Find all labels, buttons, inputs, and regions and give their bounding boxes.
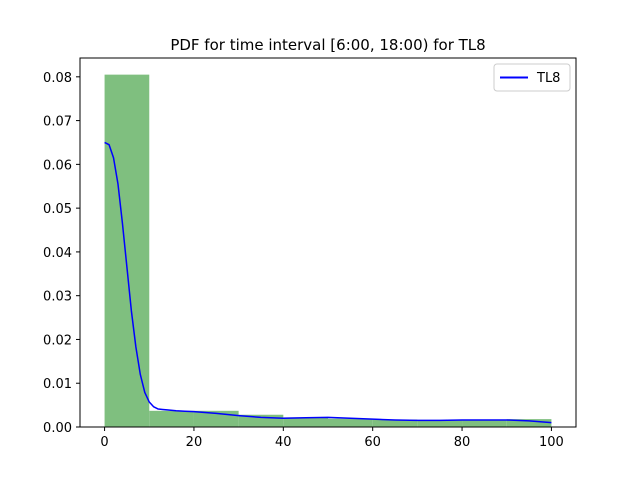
x-tick-label: 60 — [364, 435, 381, 450]
kde-curve-layer — [104, 141, 552, 424]
y-tick-label: 0.02 — [43, 333, 72, 348]
x-tick-label: 40 — [275, 435, 292, 450]
y-tick-label: 0.03 — [43, 290, 72, 305]
y-tick-label: 0.08 — [43, 71, 72, 86]
histogram-bars — [104, 74, 552, 427]
chart-title: PDF for time interval [6:00, 18:00) for … — [170, 36, 485, 54]
legend-box — [493, 63, 571, 92]
legend-label-tl8: TL8 — [536, 71, 560, 86]
y-tick-label: 0.00 — [43, 421, 72, 436]
kde-line-tl8 — [104, 141, 552, 424]
histogram-bar — [506, 419, 552, 427]
histogram-bar — [417, 420, 463, 427]
histogram-bar — [328, 418, 373, 427]
y-tick-label: 0.04 — [43, 246, 72, 261]
x-tick-label: 20 — [186, 435, 203, 450]
y-tick-label: 0.06 — [43, 158, 72, 173]
axes-frame — [79, 57, 577, 428]
x-tick-label: 0 — [100, 435, 108, 450]
x-tick-label: 80 — [454, 435, 471, 450]
x-axis-ticks: 0 20 40 60 80 100 — [100, 427, 564, 450]
histogram-bar — [283, 417, 328, 427]
y-tick-label: 0.01 — [43, 377, 72, 392]
y-axis-ticks: 0.00 0.01 0.02 0.03 0.04 0.05 0.06 0.07 0.08 — [43, 71, 80, 436]
y-tick-label: 0.07 — [43, 115, 72, 130]
y-tick-label: 0.05 — [43, 202, 72, 217]
histogram-bar — [104, 74, 150, 427]
legend: TL8 — [493, 63, 571, 92]
x-tick-label: 100 — [539, 435, 564, 450]
histogram-bar — [462, 420, 507, 427]
histogram-bar — [372, 419, 418, 427]
histogram-bar — [149, 410, 194, 427]
